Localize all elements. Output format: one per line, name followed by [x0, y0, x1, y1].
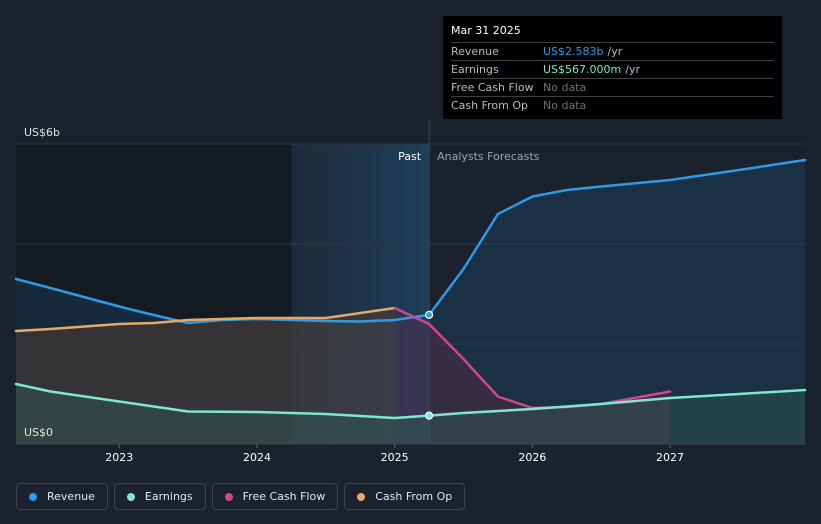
tooltip-date: Mar 31 2025	[451, 24, 521, 37]
x-tick-label: 2024	[243, 451, 271, 464]
legend-dot-icon	[357, 492, 366, 501]
y-axis-label-bottom: US$0	[24, 426, 53, 439]
y-axis-label-top: US$6b	[24, 126, 60, 139]
forecast-label: Analysts Forecasts	[437, 150, 540, 163]
revenue-line	[14, 158, 807, 325]
tooltip-value: No data	[543, 99, 587, 112]
tooltip-row-revenue: Revenue US$2.583b /yr	[451, 42, 774, 60]
past-highlight-region	[291, 144, 430, 444]
tooltip-row-free-cash-flow: Free Cash Flow No data	[451, 78, 774, 96]
legend-label: Earnings	[144, 490, 193, 503]
legend-item-earnings[interactable]: Earnings	[113, 483, 206, 510]
legend-item-revenue[interactable]: Revenue	[16, 483, 108, 510]
tooltip-label: Earnings	[451, 63, 499, 76]
revenue-marker	[424, 310, 434, 319]
tooltip: Mar 31 2025 Revenue US$2.583b /yr Earnin…	[443, 16, 782, 119]
tooltip-row-earnings: Earnings US$567.000m /yr	[451, 60, 774, 78]
earnings-marker	[424, 411, 434, 420]
earnings-line	[14, 382, 807, 420]
legend-dot-icon	[224, 492, 233, 501]
tooltip-label: Revenue	[451, 45, 499, 58]
past-label: Past	[398, 150, 422, 163]
x-tick-label: 2023	[105, 451, 133, 464]
legend-item-cash-from-op[interactable]: Cash From Op	[344, 483, 466, 510]
cash-from-op-line	[14, 306, 396, 333]
tooltip-value: US$567.000m	[543, 63, 622, 76]
x-tick-label: 2025	[381, 451, 409, 464]
tooltip-unit: /yr	[607, 45, 623, 58]
free-cash-flow-area	[394, 308, 671, 444]
tooltip-unit: /yr	[625, 63, 640, 76]
tooltip-value: US$2.583b	[543, 45, 604, 58]
legend-dot-icon	[126, 492, 135, 501]
cash-from-op-area	[16, 308, 395, 444]
earnings-area	[16, 384, 805, 444]
tooltip-value: No data	[543, 81, 587, 94]
legend: Revenue Earnings Free Cash Flow Cash Fro…	[16, 483, 466, 510]
legend-dot-icon	[29, 492, 37, 501]
x-tick-label: 2027	[656, 451, 684, 464]
legend-label: Free Cash Flow	[242, 490, 326, 503]
tooltip-row-cash-from-op: Cash From Op No data	[451, 96, 774, 114]
tooltip-label: Cash From Op	[451, 99, 529, 112]
legend-item-free-cash-flow[interactable]: Free Cash Flow	[211, 483, 339, 510]
tooltip-label: Free Cash Flow	[451, 81, 534, 94]
revenue-area	[16, 160, 805, 444]
x-tick-label: 2026	[518, 451, 546, 464]
legend-label: Cash From Op	[375, 490, 453, 503]
legend-label: Revenue	[47, 490, 95, 503]
